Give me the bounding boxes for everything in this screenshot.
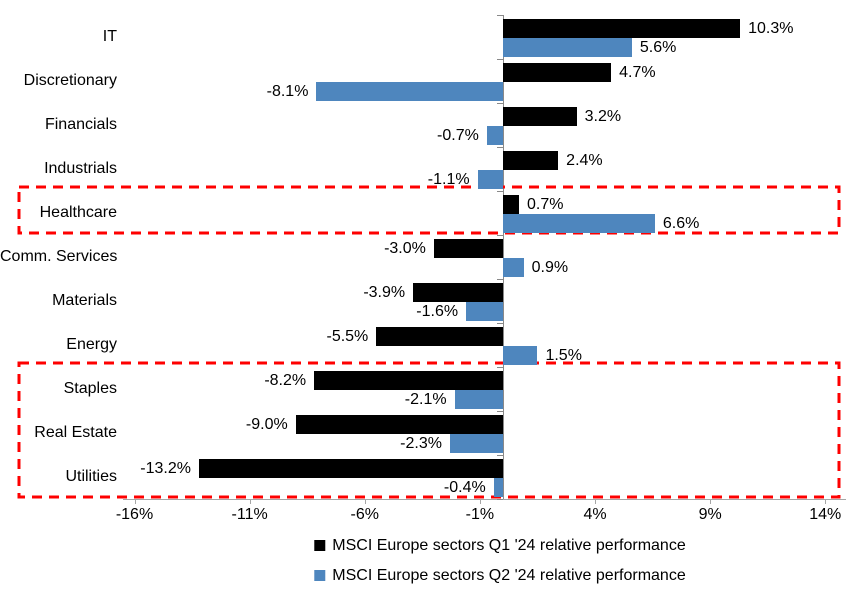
q2-bar-financials — [486, 126, 503, 145]
x-axis-tick-label: 9% — [698, 506, 722, 523]
category-axis-tick — [496, 103, 503, 104]
q2-bar-comm-services — [502, 258, 524, 277]
category-label-healthcare: Healthcare — [39, 204, 117, 221]
q2-bar-healthcare — [502, 214, 655, 233]
value-label: 2.4% — [566, 152, 603, 169]
q1-bar-comm-services — [433, 239, 503, 258]
q2-bar-it — [502, 38, 632, 57]
value-label: 6.6% — [662, 215, 700, 232]
category-axis-tick — [496, 499, 503, 500]
q1-bar-it — [502, 19, 741, 38]
category-label-utilities: Utilities — [65, 468, 117, 485]
x-axis-tick-label: 14% — [809, 506, 842, 523]
value-label: -0.4% — [443, 479, 486, 496]
category-label-industrials: Industrials — [44, 160, 117, 177]
q1-bar-real-estate — [295, 415, 503, 434]
value-label: 3.2% — [584, 108, 622, 125]
q2-bar-utilities — [493, 478, 503, 497]
category-label-comm-services: Comm. Services — [0, 248, 118, 265]
q1-bar-healthcare — [502, 195, 520, 214]
q1-bar-energy — [376, 327, 503, 346]
x-axis-tick — [825, 499, 827, 504]
category-axis-tick — [496, 191, 503, 192]
x-axis-tick — [595, 499, 597, 504]
x-axis-tick — [710, 499, 712, 504]
value-label: -3.0% — [384, 240, 426, 257]
value-label: -1.1% — [427, 171, 470, 188]
x-axis-line — [123, 499, 846, 500]
category-label-financials: Financials — [44, 116, 117, 133]
category-axis-tick — [496, 147, 503, 148]
q2-bar-real-estate — [449, 434, 503, 453]
value-label: 1.5% — [545, 347, 582, 364]
category-label-materials: Materials — [52, 292, 117, 309]
value-label: -3.9% — [363, 284, 406, 301]
x-axis-tick-label: -16% — [115, 506, 154, 523]
value-label: 0.7% — [527, 196, 564, 213]
q2-bar-industrials — [477, 170, 503, 189]
category-axis-tick — [496, 367, 503, 368]
category-axis-tick — [496, 59, 503, 60]
legend: MSCI Europe sectors Q1 '24 relative perf… — [314, 535, 686, 586]
highlight-box-healthcare — [17, 185, 841, 235]
value-label: -13.2% — [140, 460, 191, 477]
q1-series-swatch-icon — [314, 540, 326, 551]
q2-bar-energy — [502, 346, 538, 365]
value-label: 0.9% — [531, 259, 569, 276]
category-axis-tick — [496, 455, 503, 456]
legend-item-q1: MSCI Europe sectors Q1 '24 relative perf… — [314, 535, 686, 556]
category-axis-tick — [496, 323, 503, 324]
q1-bar-utilities — [198, 459, 503, 478]
value-label: -8.2% — [264, 372, 307, 389]
q1-bar-financials — [502, 107, 577, 126]
value-label: -1.6% — [416, 303, 459, 320]
category-axis-tick — [496, 279, 503, 280]
category-axis-tick — [496, 15, 503, 16]
category-axis-tick — [496, 411, 503, 412]
x-axis-tick — [134, 499, 136, 504]
q1-bar-discretionary — [502, 63, 612, 82]
q2-series-swatch-icon — [314, 570, 326, 581]
legend-item-q2: MSCI Europe sectors Q2 '24 relative perf… — [314, 565, 686, 586]
value-label: -9.0% — [245, 416, 288, 433]
category-axis-tick — [496, 235, 503, 236]
q1-bar-industrials — [502, 151, 559, 170]
legend-label-q1: MSCI Europe sectors Q1 '24 relative perf… — [332, 536, 686, 554]
value-label: -0.7% — [437, 127, 479, 144]
x-axis-tick — [249, 499, 251, 504]
value-label: 5.6% — [639, 39, 677, 56]
category-label-staples: Staples — [63, 380, 117, 397]
x-axis-tick — [479, 499, 481, 504]
value-label: -2.3% — [400, 435, 442, 452]
x-axis-tick-label: 4% — [583, 506, 607, 523]
q2-bar-discretionary — [316, 82, 503, 101]
q2-bar-materials — [466, 302, 503, 321]
value-label: 4.7% — [619, 64, 656, 81]
x-axis-tick-label: -11% — [231, 506, 268, 523]
x-axis-tick — [364, 499, 366, 504]
value-label: -5.5% — [326, 328, 369, 345]
legend-label-q2: MSCI Europe sectors Q2 '24 relative perf… — [332, 566, 686, 584]
y-axis-line — [502, 15, 504, 499]
category-label-it: IT — [102, 28, 117, 45]
category-label-discretionary: Discretionary — [23, 72, 117, 89]
value-label: -8.1% — [266, 83, 309, 100]
value-label: 10.3% — [748, 20, 794, 37]
x-axis-tick-label: -6% — [350, 506, 379, 523]
q2-bar-staples — [454, 390, 503, 409]
category-label-energy: Energy — [66, 336, 117, 353]
q1-bar-materials — [413, 283, 503, 302]
q1-bar-staples — [314, 371, 503, 390]
value-label: -2.1% — [404, 391, 447, 408]
x-axis-tick-label: -1% — [465, 506, 495, 523]
category-label-real-estate: Real Estate — [34, 424, 117, 441]
